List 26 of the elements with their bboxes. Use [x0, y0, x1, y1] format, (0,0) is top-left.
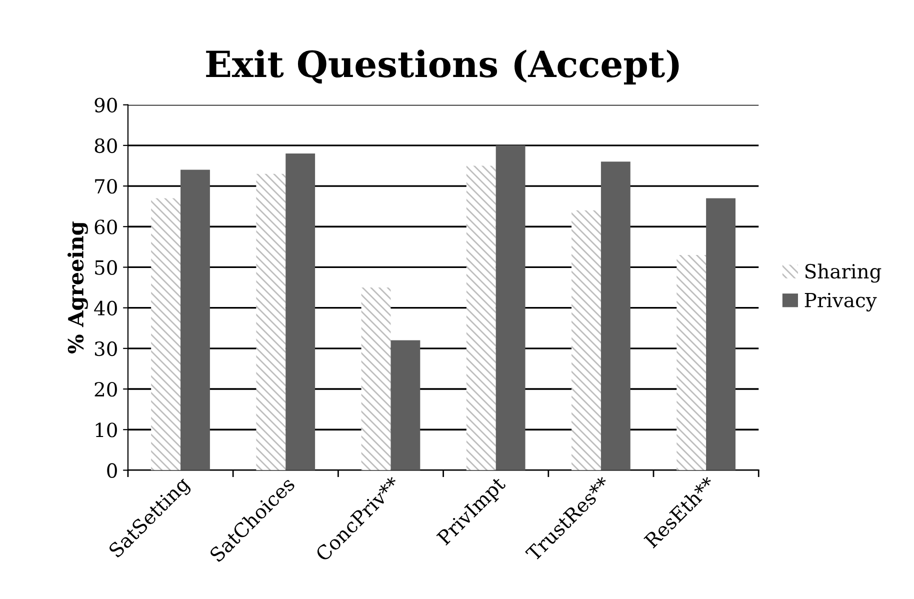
y-tick-label: 0: [107, 463, 117, 478]
y-tick-label: 60: [94, 220, 117, 234]
bar: [600, 162, 630, 470]
y-tick-label: 40: [94, 300, 117, 316]
bar: [676, 255, 706, 470]
bar: [496, 145, 526, 470]
y-tick-label: 90: [94, 98, 117, 112]
bar: [180, 170, 210, 470]
bar: [151, 198, 181, 470]
y-axis-title: % Agreeing: [67, 222, 88, 354]
y-tick-label: 80: [94, 138, 117, 154]
y-tick-label: 30: [94, 341, 117, 356]
bar: [361, 288, 391, 470]
legend-label: Privacy: [804, 292, 877, 312]
bar: [286, 154, 316, 470]
bar: [706, 198, 736, 470]
bar: [256, 174, 286, 470]
bar: [390, 340, 420, 470]
y-tick-label: 50: [95, 260, 117, 275]
y-tick-label: 10: [96, 422, 117, 438]
bar: [572, 210, 601, 470]
bar: [466, 166, 496, 470]
y-tick-label: 20: [94, 382, 117, 397]
chart-title: Exit Questions (Accept): [206, 50, 679, 85]
legend-label: Sharing: [805, 264, 882, 283]
y-tick-label: 70: [95, 178, 117, 194]
